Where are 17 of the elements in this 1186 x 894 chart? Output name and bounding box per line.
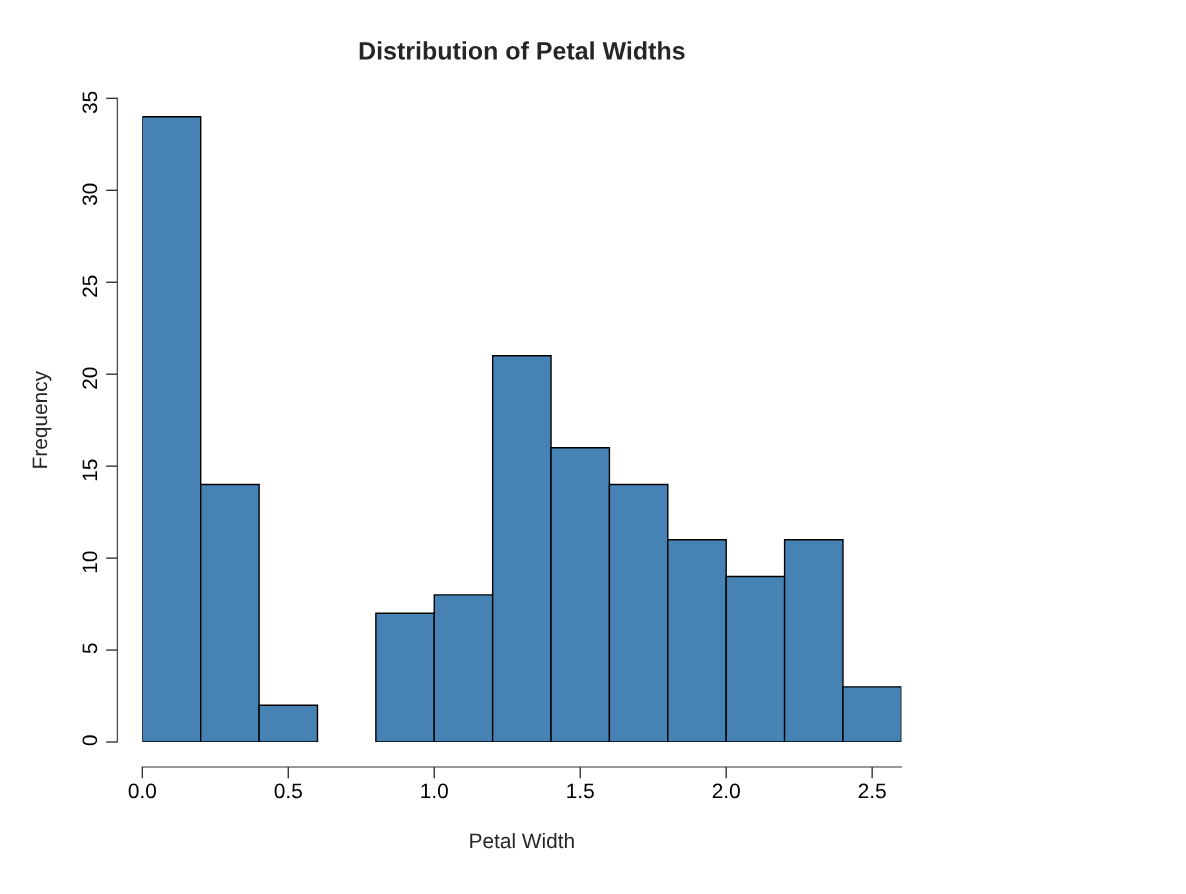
y-tick-label: 30 xyxy=(82,183,98,206)
y-tick-label: 25 xyxy=(82,275,98,297)
x-axis-title: Petal Width xyxy=(470,832,574,849)
x-tick-label: 0.5 xyxy=(274,783,302,799)
x-tick-label: 0.0 xyxy=(128,783,156,799)
y-tick-label: 15 xyxy=(82,459,98,481)
x-tick-label: 1.5 xyxy=(567,783,594,799)
x-tick-label: 1.0 xyxy=(421,783,448,799)
chart-title: Distribution of Petal Widths xyxy=(359,41,685,60)
y-axis-title: Frequency xyxy=(32,371,52,468)
x-tick-label: 2.5 xyxy=(858,783,886,799)
y-tick-label: 0 xyxy=(82,735,98,746)
y-tick-label: 35 xyxy=(82,91,98,114)
y-tick-label: 10 xyxy=(82,551,98,573)
y-tick-label: 20 xyxy=(82,367,98,389)
x-tick-label: 2.0 xyxy=(712,783,740,799)
y-tick-label: 5 xyxy=(82,643,98,654)
